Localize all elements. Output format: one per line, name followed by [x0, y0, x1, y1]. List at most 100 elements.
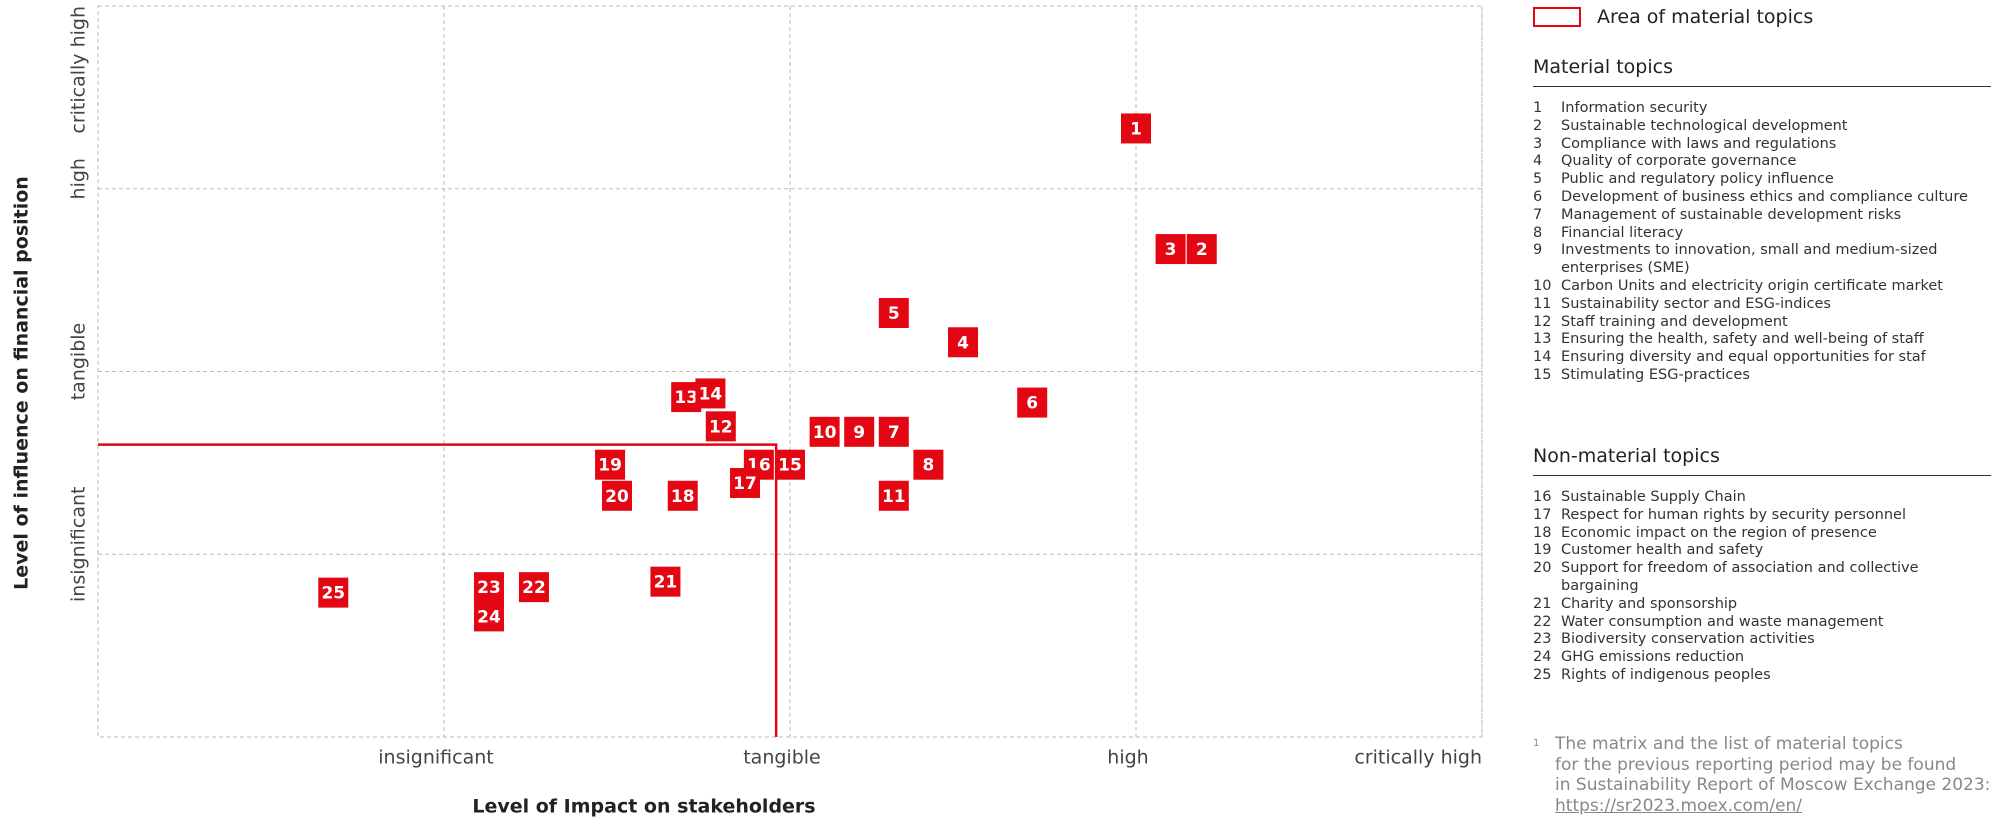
y-tick-label: insignificant [68, 487, 90, 602]
point-box [1121, 113, 1151, 144]
point-box [844, 416, 875, 447]
topic-number: 22 [1533, 613, 1552, 630]
topic-name: Respect for human rights by security per… [1561, 506, 1906, 523]
topic-item: 10 Carbon Units and electricity origin ce… [1533, 278, 1991, 296]
topic-number: 23 [1533, 631, 1552, 648]
point-box [913, 449, 944, 480]
topic-name: Biodiversity conservation activities [1561, 631, 1815, 648]
topic-item: 23 Biodiversity conservation activities [1533, 631, 1991, 649]
topic-name: Sustainable technological development [1561, 117, 1848, 134]
topic-name: Support for freedom of association and c… [1561, 560, 1919, 594]
topic-point: 6 [1017, 387, 1048, 418]
topic-name: Compliance with laws and regulations [1561, 135, 1837, 152]
topic-point: 21 [650, 566, 681, 597]
point-box [1155, 234, 1186, 265]
topic-item: 4 Quality of corporate governance [1533, 153, 1991, 171]
section-title: Material topics [1533, 56, 1991, 87]
topic-point: 14 [695, 378, 726, 409]
topic-name: Public and regulatory policy influence [1561, 171, 1834, 188]
section-title: Non-material topics [1533, 445, 1991, 476]
point-label: 18 [671, 487, 695, 507]
footnote: 1 The matrix and the list of material to… [1533, 734, 1991, 816]
topic-name: Management of sustainable development ri… [1561, 206, 1902, 223]
topic-item: 1 Information security [1533, 100, 1991, 118]
topic-number: 10 [1533, 277, 1552, 294]
point-box [775, 449, 805, 480]
point-box [878, 298, 909, 329]
point-box [730, 467, 761, 498]
topic-number: 7 [1533, 206, 1543, 223]
topic-point: 8 [913, 449, 944, 480]
topic-point: 4 [948, 327, 978, 358]
point-label: 4 [957, 333, 969, 353]
topic-point: 20 [602, 480, 632, 511]
point-box [667, 480, 698, 511]
point-box [948, 327, 978, 358]
footnote-line: for the previous reporting period may be… [1555, 754, 1957, 775]
topic-list: 1 Information security 2 Sustainable techno… [1533, 100, 1991, 385]
point-label: 15 [778, 456, 802, 476]
point-label: 25 [321, 584, 345, 604]
y-tick-label: critically high [68, 6, 90, 134]
point-label: 1 [1130, 119, 1142, 139]
footnote-link[interactable]: https://sr2023.moex.com/en/ [1555, 795, 1803, 816]
topic-item: 16 Sustainable Supply Chain [1533, 489, 1991, 507]
topic-item: 18 Economic impact on the region of prese… [1533, 525, 1991, 543]
topic-name: GHG emissions reduction [1561, 649, 1745, 666]
x-tick-label: insignificant [378, 747, 493, 769]
legend-label: Area of material topics [1597, 6, 1814, 28]
topic-point: 10 [809, 416, 840, 447]
point-box [318, 577, 349, 608]
topic-point: 7 [878, 416, 909, 447]
topic-item: 25 Rights of indigenous peoples [1533, 667, 1991, 685]
point-label: 12 [709, 417, 733, 437]
topic-item: 21 Charity and sponsorship [1533, 596, 1991, 614]
footnote-text: The matrix and the list of material topi… [1555, 734, 1990, 816]
topic-item: 3 Compliance with laws and regulations [1533, 136, 1991, 154]
point-label: 11 [882, 487, 906, 507]
point-box [705, 411, 736, 442]
topic-number: 2 [1533, 117, 1543, 134]
point-label: 7 [888, 423, 900, 443]
point-box [602, 480, 632, 511]
topic-number: 1 [1533, 100, 1543, 116]
topic-point: 19 [595, 449, 626, 480]
topic-list: 16 Sustainable Supply Chain 17 Respect for … [1533, 489, 1991, 685]
y-tick-label: tangible [68, 323, 90, 401]
topic-name: Water consumption and waste management [1561, 613, 1884, 630]
point-label: 3 [1165, 240, 1177, 260]
topic-item: 8 Financial literacy [1533, 225, 1991, 243]
y-tick-label: high [68, 158, 90, 199]
point-box [695, 378, 726, 409]
legend-swatch [1533, 7, 1581, 27]
topic-number: 12 [1533, 313, 1552, 330]
topic-number: 24 [1533, 649, 1552, 666]
point-label: 19 [598, 456, 622, 476]
topic-number: 5 [1533, 171, 1543, 188]
material-area-boundary [98, 443, 778, 737]
point-label: 21 [654, 573, 678, 593]
footnote-line: The matrix and the list of material topi… [1555, 734, 1903, 754]
topic-point: 9 [844, 416, 875, 447]
topic-point: 18 [667, 480, 698, 511]
topic-point: 17 [730, 467, 761, 498]
topic-number: 19 [1533, 542, 1552, 559]
point-box [878, 416, 909, 447]
topic-item: 15 Stimulating ESG-practices [1533, 367, 1991, 385]
topic-item: 17 Respect for human rights by security p… [1533, 507, 1991, 525]
footnote-line: in Sustainability Report of Moscow Excha… [1555, 775, 1991, 795]
topic-number: 8 [1533, 224, 1543, 241]
point-box [809, 416, 840, 447]
point-label: 13 [674, 388, 698, 408]
topic-item: 11 Sustainability sector and ESG-indices [1533, 296, 1991, 314]
topic-point: 5 [878, 298, 909, 329]
topic-item: 9 Investments to innovation, small and me… [1533, 242, 1991, 278]
topic-item: 13 Ensuring the health, safety and well-b… [1533, 331, 1991, 349]
topic-point: 15 [775, 449, 805, 480]
topic-number: 3 [1533, 135, 1543, 152]
point-box [1017, 387, 1048, 418]
topic-name: Development of business ethics and compl… [1561, 188, 1968, 205]
topic-item: 12 Staff training and development [1533, 314, 1991, 332]
topic-name: Sustainability sector and ESG-indices [1561, 295, 1831, 312]
topic-point: 24 [473, 601, 504, 632]
